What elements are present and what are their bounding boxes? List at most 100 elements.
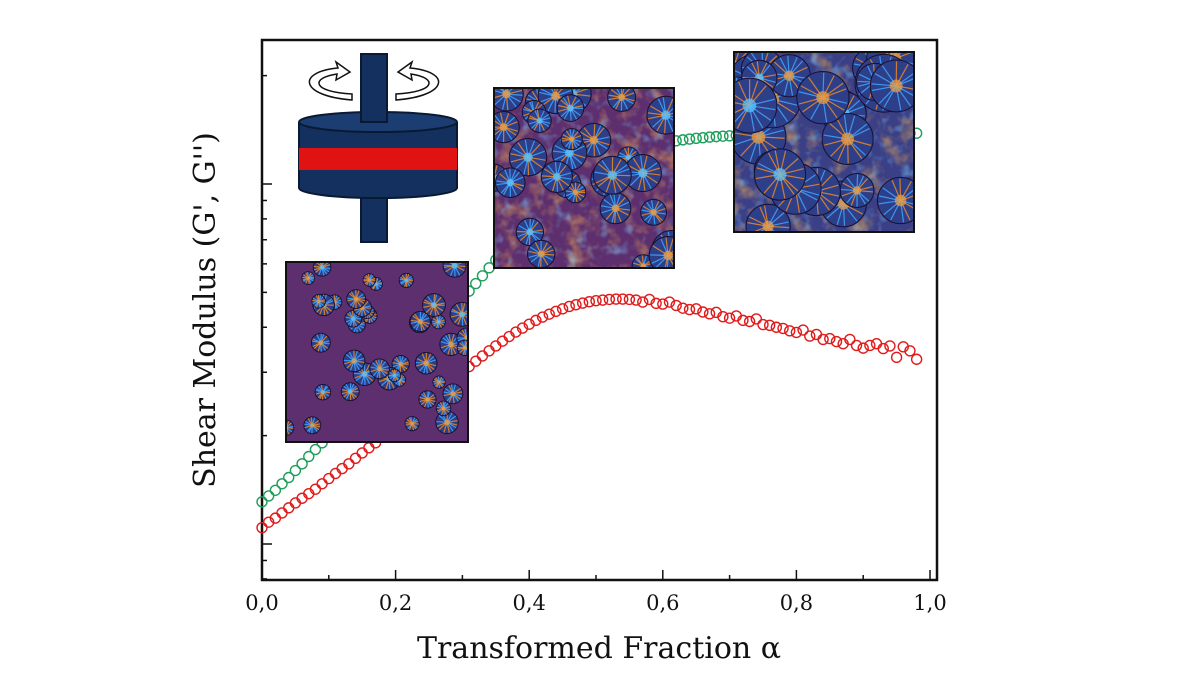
data-point [723,312,736,324]
data-point [256,521,268,534]
data-point [309,443,322,456]
data-point [737,314,749,327]
data-point [470,277,482,290]
data-point [276,507,288,519]
data-point [717,130,729,142]
data-point [570,299,582,311]
data-point [590,295,602,307]
data-point [303,450,315,463]
data-point [804,330,816,342]
data-point [670,299,682,312]
data-point [717,310,729,323]
data-point [683,133,696,145]
data-point [697,306,709,318]
data-point [790,326,803,339]
data-point [256,496,268,508]
data-point [637,296,649,308]
data-point [329,467,342,480]
data-point [349,452,362,465]
data-point [690,132,702,145]
data-point [697,131,709,144]
data-point [617,293,629,305]
data-point [677,134,689,146]
y-axis-title-part-2: , [188,184,223,203]
data-point [550,305,562,317]
y-axis-title-part-1: G' [188,203,223,235]
data-point [289,497,302,509]
data-point [743,315,756,328]
data-point [703,308,716,320]
data-point [276,478,288,490]
data-point [910,353,923,365]
x-tick-label: 0,6 [646,591,679,615]
data-point [750,313,763,325]
data-point [556,303,569,315]
data-point [850,339,863,352]
data-point [844,333,856,346]
axes: 0,0 0,2 0,4 0,6 0,8 1,0 [245,74,947,615]
data-point [530,314,542,327]
data-point [476,350,489,362]
data-point [817,333,829,346]
y-axis-title: Shear Modulus (G', G'') [188,132,223,488]
data-point [343,458,355,470]
plot-frame [260,38,939,582]
data-point [323,472,335,485]
data-point [777,322,789,335]
data-point [830,335,843,348]
data-point [784,325,796,337]
x-tick-label: 0,8 [780,591,813,615]
crystallization-micrograph-low [285,261,469,443]
y-axis-title-part-0: Shear Modulus ( [188,236,223,488]
data-point [677,302,689,314]
data-point [763,319,776,332]
y-axis-title-part-4: ) [188,132,223,144]
data-point [623,293,636,306]
data-point [824,332,836,345]
data-point [296,458,308,470]
crystallization-micrograph-high [733,51,915,233]
data-point [262,490,275,502]
data-point [516,322,529,334]
data-point [596,294,609,306]
x-tick-label: 0,4 [512,591,545,615]
data-point [536,311,549,323]
data-point [877,342,889,355]
data-point [797,324,809,336]
data-point [576,297,589,309]
y-axis-title-part-3: G'' [188,144,223,184]
data-point [336,462,348,475]
data-point [523,318,535,330]
data-point [316,478,328,490]
data-point [610,293,622,305]
x-tick-label: 0,0 [245,591,278,615]
data-point [563,300,575,313]
data-point [583,296,596,308]
data-point [356,447,368,459]
data-point [703,131,716,143]
data-point [657,298,669,310]
data-point [283,502,295,514]
data-point [603,293,616,306]
x-tick-label: 1,0 [913,591,946,615]
x-axis-title: Transformed Fraction α [417,631,781,666]
rotation-arrow-right-icon [395,60,440,101]
crystallization-micrograph-mid [493,87,675,269]
data-point [663,296,676,308]
data-point [757,318,769,331]
data-point [810,328,823,341]
data-point [683,303,696,316]
data-point [884,340,896,352]
data-point [650,297,662,310]
data-point [690,303,702,315]
data-point [470,355,482,367]
parallel-plate-rheometer-icon [298,53,458,243]
data-point [283,471,295,484]
x-tick-label: 0,2 [379,591,412,615]
data-point [483,345,495,357]
data-point [864,339,876,352]
data-point [630,294,642,306]
data-point [269,484,282,496]
data-point [490,340,502,352]
